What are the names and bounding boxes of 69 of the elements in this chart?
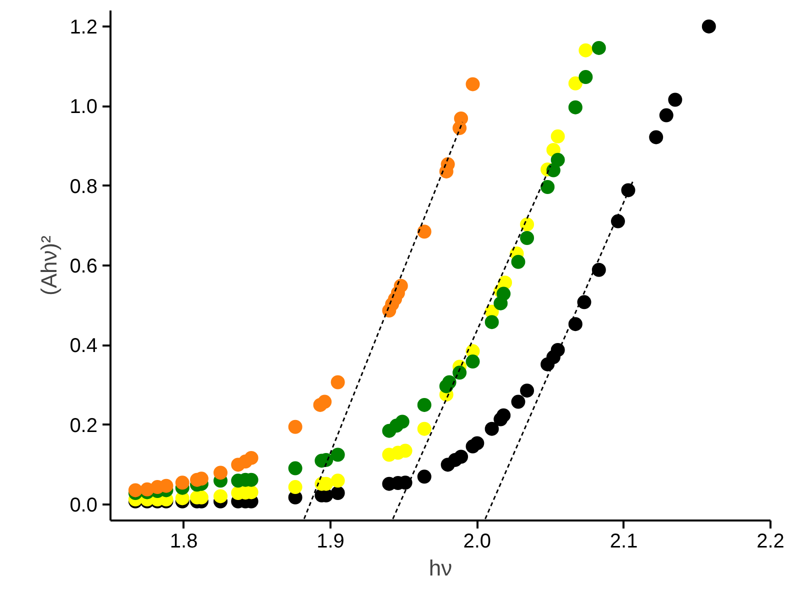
point — [578, 70, 593, 84]
point — [214, 489, 228, 504]
point — [394, 278, 408, 293]
point — [659, 108, 674, 122]
point — [592, 262, 606, 277]
point — [540, 180, 555, 194]
point — [398, 444, 412, 458]
point — [496, 408, 511, 422]
y-tick-label: 0.6 — [70, 256, 98, 278]
point — [511, 254, 526, 269]
point — [454, 111, 468, 126]
point — [496, 286, 511, 301]
y-tick-label: 1.2 — [70, 16, 98, 38]
point — [288, 461, 302, 476]
point — [578, 43, 593, 58]
y-tick-label: 1.0 — [70, 96, 98, 118]
point — [520, 384, 534, 398]
point — [592, 40, 606, 55]
x-tick-label: 1.8 — [170, 530, 198, 552]
point — [330, 486, 345, 500]
point — [288, 420, 302, 434]
point — [568, 76, 582, 90]
point — [484, 422, 499, 436]
point — [330, 474, 345, 488]
x-axis-title: hν — [428, 556, 452, 580]
point — [668, 92, 682, 107]
point — [395, 414, 410, 429]
point — [214, 466, 228, 480]
point — [417, 398, 432, 412]
x-tick-label: 2.0 — [463, 530, 492, 552]
point — [568, 317, 582, 332]
point — [610, 214, 625, 228]
y-tick-label: 0.2 — [70, 414, 98, 437]
y-tick-label: 0.4 — [70, 335, 98, 358]
x-tick-label: 1.9 — [316, 530, 344, 552]
point — [288, 480, 302, 494]
y-tick-label: 0.0 — [70, 494, 98, 517]
point — [417, 422, 432, 436]
point — [442, 375, 456, 390]
point — [318, 394, 332, 409]
point — [550, 129, 565, 144]
point — [568, 100, 582, 114]
point — [466, 77, 480, 92]
point — [550, 342, 565, 357]
point — [511, 394, 526, 409]
y-tick-label: 0.8 — [70, 176, 98, 198]
point — [417, 470, 432, 484]
point — [550, 152, 565, 167]
point — [621, 183, 636, 198]
point — [244, 450, 258, 465]
point — [702, 19, 716, 34]
point — [520, 217, 534, 232]
y-axis-title: (Ahν)² — [36, 236, 62, 296]
point — [175, 476, 190, 490]
x-tick-label: 2.2 — [756, 530, 784, 552]
point — [330, 375, 345, 390]
point — [128, 483, 142, 498]
point — [484, 315, 499, 330]
point — [452, 366, 467, 380]
point — [159, 478, 174, 493]
point — [577, 295, 592, 310]
point — [649, 130, 664, 144]
point — [417, 224, 432, 239]
point — [470, 436, 484, 450]
point — [520, 231, 534, 245]
point — [454, 450, 468, 464]
point — [466, 354, 480, 369]
x-tick-label: 2.1 — [610, 530, 638, 552]
point — [330, 448, 345, 462]
